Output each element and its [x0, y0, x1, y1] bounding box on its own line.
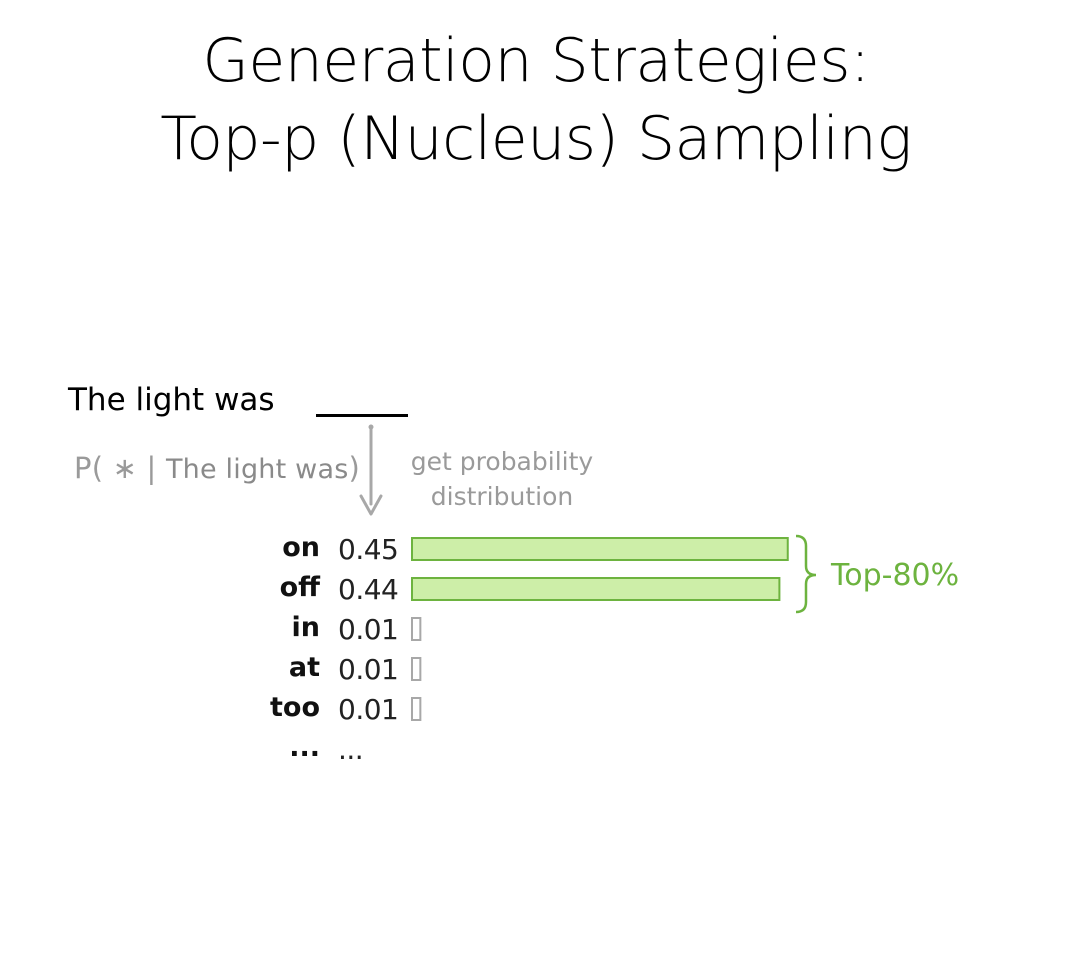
token-label: too — [269, 692, 320, 723]
conditional-prefix: P( ∗ | — [74, 451, 166, 485]
slide-title-line-2: Top-p (Nucleus) Sampling — [160, 104, 912, 174]
probability-label: 0.01 — [338, 653, 399, 686]
bar-group — [411, 537, 789, 721]
step-label-line-2: distribution — [430, 482, 574, 511]
prompt-blank — [316, 414, 408, 417]
step-label: get probability distribution — [384, 444, 620, 514]
probability-bar — [411, 617, 422, 641]
token-label: in — [291, 612, 320, 643]
step-label-line-1: get probability — [410, 447, 594, 476]
probability-bar — [411, 657, 422, 681]
probability-bar — [411, 697, 422, 721]
slide-title-line-1: Generation Strategies: — [202, 26, 870, 96]
probability-label: 0.45 — [338, 533, 399, 566]
conditional-probability: P( ∗ | The light was) — [74, 448, 360, 490]
probability-label: ... — [338, 733, 364, 766]
conditional-suffix: ) — [348, 451, 360, 485]
token-label: at — [288, 652, 320, 683]
probability-bar — [411, 577, 781, 601]
token-label: ... — [289, 732, 320, 763]
token-label: off — [279, 572, 320, 603]
probability-bar — [411, 537, 789, 561]
down-arrow-icon — [359, 424, 383, 516]
prompt-text: The light was — [68, 382, 275, 418]
nucleus-bracket — [795, 534, 817, 614]
probability-label: 0.01 — [338, 693, 399, 726]
probability-label: 0.01 — [338, 613, 399, 646]
nucleus-label: Top-80% — [831, 558, 960, 593]
token-label: on — [282, 532, 320, 563]
conditional-context: The light was — [165, 454, 349, 485]
probability-label: 0.44 — [338, 573, 399, 606]
